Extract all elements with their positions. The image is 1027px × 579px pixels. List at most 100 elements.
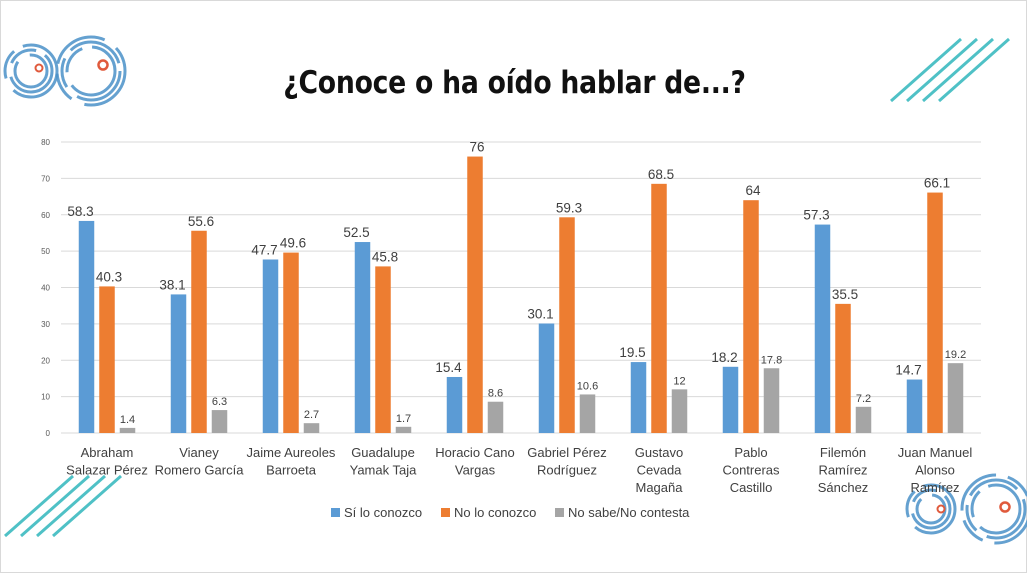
y-tick-label: 20 — [41, 356, 50, 365]
bar — [78, 220, 95, 433]
data-label: 35.5 — [832, 287, 858, 302]
data-label: 19.2 — [945, 349, 966, 361]
x-tick-label: Juan Manuel — [898, 445, 973, 460]
deco-circle-ring — [65, 45, 117, 97]
bar — [262, 259, 279, 433]
deco-circle-ring — [13, 53, 49, 89]
bar — [119, 427, 136, 433]
x-tick-label: Contreras — [722, 463, 780, 478]
deco-circle-ring — [60, 40, 122, 102]
bar — [375, 266, 391, 433]
x-tick-label: Alonso — [915, 463, 955, 478]
data-label: 14.7 — [895, 363, 921, 378]
legend-label: No lo conozco — [454, 505, 536, 520]
y-tick-label: 30 — [41, 320, 50, 329]
data-label: 57.3 — [803, 208, 829, 223]
legend-swatch — [555, 508, 564, 517]
bar — [354, 242, 371, 433]
data-label: 59.3 — [556, 200, 582, 215]
bar — [906, 379, 923, 433]
y-tick-label: 80 — [41, 138, 50, 147]
bar — [814, 224, 831, 433]
deco-circle-ring — [960, 473, 1027, 545]
x-tick-label: Sánchez — [818, 480, 869, 495]
bar — [579, 394, 596, 433]
bar — [671, 389, 688, 433]
data-label: 38.1 — [159, 277, 185, 292]
x-tick-label: Castillo — [730, 480, 773, 495]
y-tick-label: 40 — [41, 284, 50, 293]
data-label: 64 — [745, 183, 761, 198]
bar — [722, 366, 739, 433]
x-tick-label: Guadalupe — [351, 445, 415, 460]
data-label: 68.5 — [648, 167, 674, 182]
bar — [927, 192, 943, 433]
deco-circle-ring — [905, 483, 957, 535]
data-label: 15.4 — [435, 360, 462, 375]
deco-stripe — [52, 474, 122, 538]
legend-swatch — [331, 508, 340, 517]
x-tick-label: Barroeta — [266, 463, 317, 478]
deco-stripe — [4, 474, 74, 538]
bar — [763, 368, 780, 433]
deco-stripe — [890, 37, 962, 103]
y-tick-label: 60 — [41, 211, 50, 220]
deco-stripe — [938, 37, 1010, 103]
y-tick-label: 0 — [46, 429, 51, 438]
bar — [835, 303, 851, 433]
data-label: 7.2 — [856, 393, 871, 405]
data-label: 58.3 — [67, 204, 93, 219]
bar — [630, 362, 647, 433]
data-label: 1.7 — [396, 413, 411, 425]
y-tick-label: 50 — [41, 247, 50, 256]
data-label: 76 — [469, 140, 484, 155]
legend-label: Sí lo conozco — [344, 505, 422, 520]
deco-circle-ring — [970, 483, 1022, 535]
x-tick-label: Filemón — [820, 445, 866, 460]
deco-circle-ring — [965, 478, 1027, 540]
bar — [191, 230, 207, 433]
bar — [743, 200, 759, 433]
data-label: 55.6 — [188, 214, 214, 229]
data-label: 19.5 — [619, 345, 645, 360]
bar — [559, 217, 575, 433]
bar — [487, 401, 504, 433]
data-label: 2.7 — [304, 409, 319, 421]
deco-circle-dot — [97, 59, 109, 71]
x-tick-label: Gabriel Pérez — [527, 445, 606, 460]
bar — [170, 294, 187, 433]
deco-circle-ring — [910, 488, 952, 530]
x-tick-label: Yamak Taja — [350, 463, 417, 478]
data-label: 6.3 — [212, 396, 227, 408]
deco-circle-dot — [999, 501, 1011, 513]
x-tick-label: Cevada — [637, 463, 683, 478]
bar — [947, 363, 964, 433]
bar — [446, 376, 463, 433]
deco-circle-ring — [3, 43, 59, 99]
data-label: 40.3 — [96, 269, 122, 284]
deco-stripe — [20, 474, 90, 538]
x-tick-label: Vargas — [455, 463, 496, 478]
bar — [855, 406, 872, 433]
x-tick-label: Jaime Aureoles — [247, 445, 336, 460]
x-tick-label: Horacio Cano — [435, 445, 515, 460]
x-tick-label: Magaña — [636, 480, 684, 495]
y-tick-label: 70 — [41, 174, 50, 183]
bar — [211, 410, 228, 433]
x-tick-label: Salazar Pérez — [66, 463, 148, 478]
bar — [99, 286, 115, 433]
bar — [283, 252, 299, 433]
x-tick-label: Ramírez — [818, 463, 867, 478]
deco-stripe — [922, 37, 994, 103]
data-label: 1.4 — [120, 414, 135, 426]
chart-title: ¿Conoce o ha oído hablar de...? — [283, 65, 746, 101]
bar — [395, 426, 412, 433]
x-tick-label: Abraham — [81, 445, 134, 460]
legend-swatch — [441, 508, 450, 517]
data-label: 8.6 — [488, 388, 503, 400]
legend-label: No sabe/No contesta — [568, 505, 690, 520]
data-label: 45.8 — [372, 249, 398, 264]
x-tick-label: Vianey — [179, 445, 219, 460]
